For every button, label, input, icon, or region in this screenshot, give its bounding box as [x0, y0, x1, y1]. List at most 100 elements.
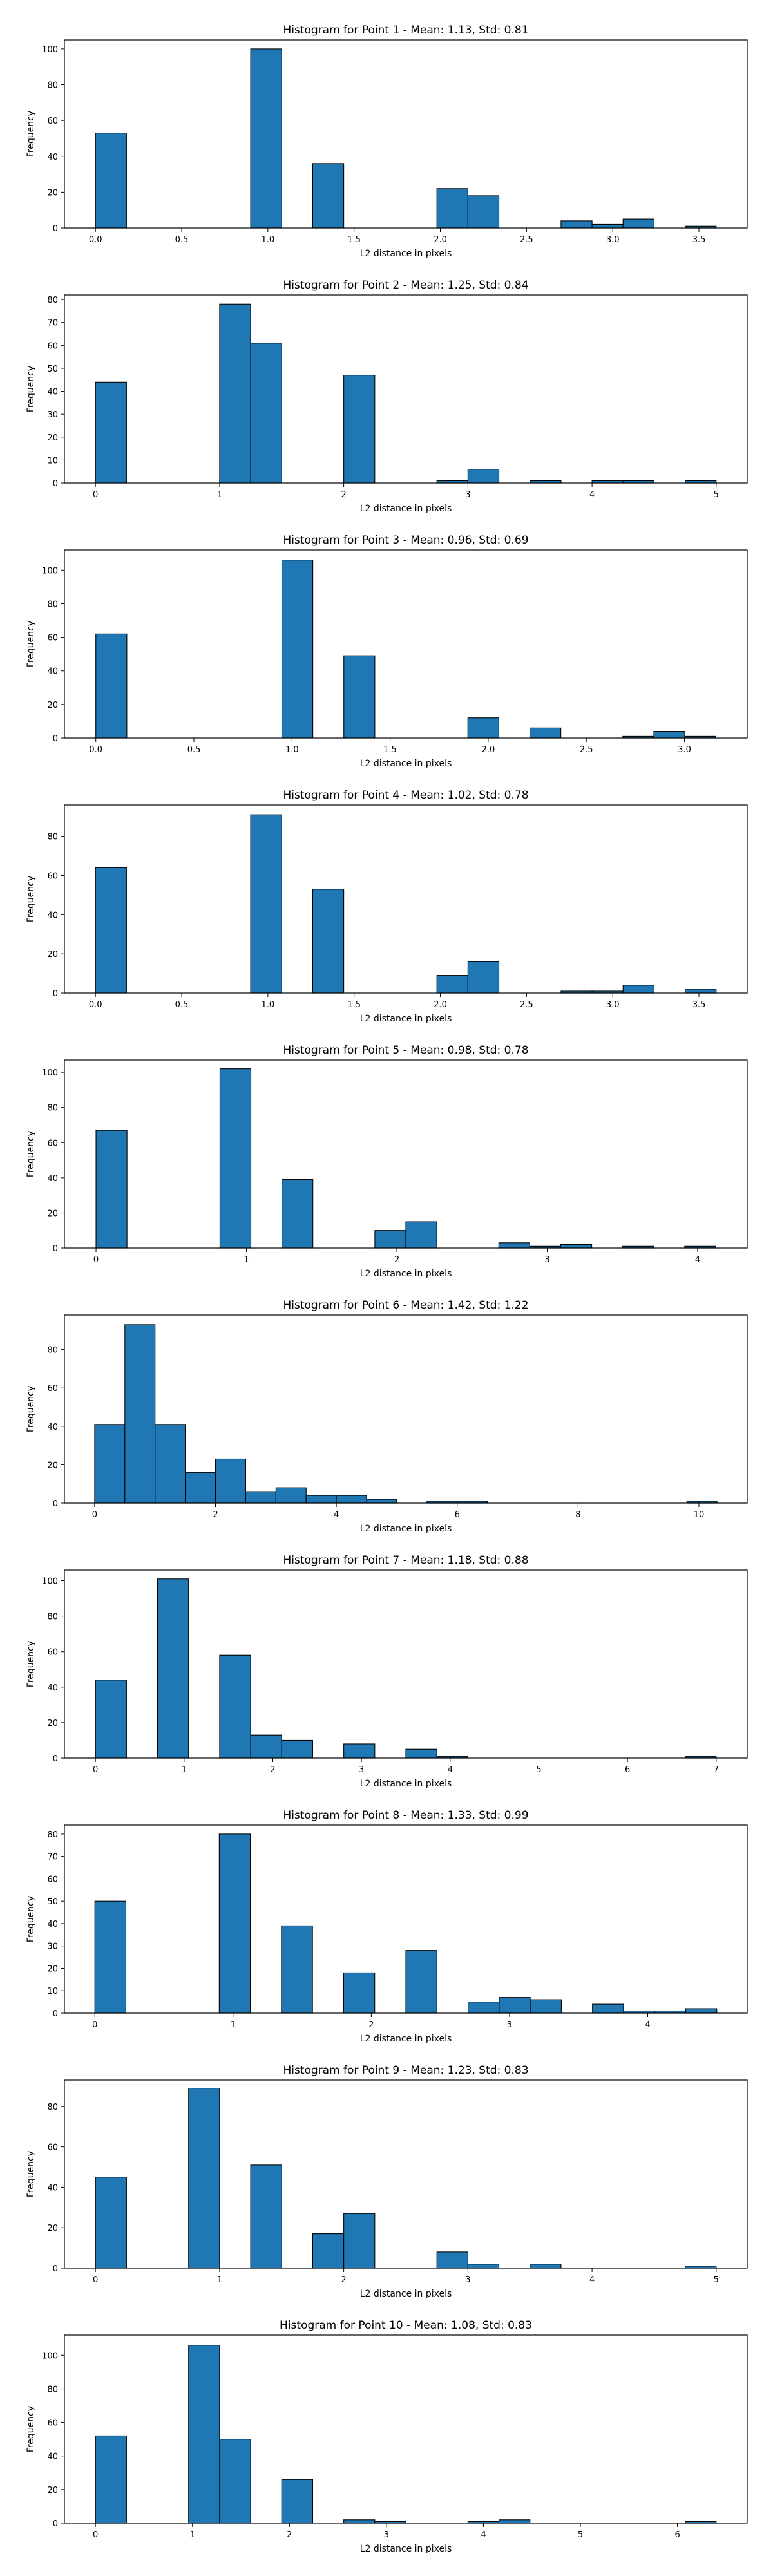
histogram-bar	[95, 2177, 127, 2269]
histogram-bar	[499, 1997, 531, 2014]
y-tick-label: 20	[47, 1461, 58, 1470]
x-tick-label: 1	[243, 1255, 249, 1265]
x-tick-label: 3.5	[692, 235, 706, 245]
histogram-panel-7: Histogram for Point 7 - Mean: 1.18, Std:…	[26, 1554, 748, 1789]
y-tick-label: 20	[47, 2486, 58, 2496]
histogram-bar	[281, 1739, 313, 1759]
x-tick-label: 4	[695, 1255, 700, 1265]
y-axis-label: Frequency	[26, 111, 36, 157]
histogram-panel-5: Histogram for Point 5 - Mean: 0.98, Std:…	[26, 1044, 748, 1279]
y-tick-label: 0	[53, 2009, 58, 2019]
histogram-bar	[467, 2264, 500, 2269]
x-tick-label: 2.0	[434, 1000, 447, 1010]
y-tick-label: 80	[47, 296, 58, 305]
y-tick-label: 80	[47, 1830, 58, 1840]
y-tick-label: 0	[53, 1754, 58, 1764]
x-axis-label: L2 distance in pixels	[360, 1014, 452, 1024]
x-tick-label: 3.0	[678, 745, 691, 755]
histogram-bar	[219, 1068, 252, 1249]
x-tick-label: 2	[368, 2020, 374, 2030]
axes-frame	[64, 1314, 748, 1504]
histogram-bar	[218, 1833, 251, 2014]
x-tick-label: 0.0	[89, 1000, 102, 1010]
x-axis-label: L2 distance in pixels	[360, 2544, 452, 2554]
x-tick-label: 4	[481, 2530, 486, 2540]
axes-frame	[64, 2334, 748, 2524]
y-tick-label: 50	[47, 365, 58, 374]
y-axis-label: Frequency	[26, 876, 36, 922]
y-tick-label: 20	[47, 433, 58, 443]
x-tick-label: 0.0	[89, 235, 102, 245]
histogram-bar	[343, 1972, 376, 2014]
histogram-bar	[405, 1221, 437, 1249]
x-tick-label: 8	[575, 1510, 580, 1520]
y-tick-label: 20	[47, 1719, 58, 1728]
histogram-bar	[436, 188, 468, 229]
x-tick-label: 5	[714, 2275, 719, 2285]
histogram-panel-6: Histogram for Point 6 - Mean: 1.42, Std:…	[26, 1299, 748, 1534]
y-tick-label: 40	[47, 667, 58, 677]
x-tick-label: 4	[589, 2275, 595, 2285]
y-axis-label: Frequency	[26, 621, 36, 667]
axes-frame	[64, 1569, 748, 1759]
x-axis-label: L2 distance in pixels	[360, 1269, 452, 1279]
y-tick-label: 40	[47, 1683, 58, 1693]
x-tick-label: 6	[674, 2530, 680, 2540]
histogram-bar	[405, 1950, 437, 2014]
histogram-bar	[591, 223, 624, 229]
y-tick-label: 40	[47, 153, 58, 162]
y-tick-label: 60	[47, 1875, 58, 1884]
histogram-bar	[530, 1999, 562, 2014]
histogram-bar	[685, 2008, 718, 2014]
y-tick-label: 0	[53, 2264, 58, 2274]
histogram-bar	[343, 2213, 376, 2269]
histogram-bar	[275, 1487, 307, 1504]
x-tick-label: 1	[231, 2020, 236, 2030]
histogram-panel-9: Histogram for Point 9 - Mean: 1.23, Std:…	[26, 2064, 748, 2299]
x-tick-label: 1	[182, 1765, 187, 1775]
histogram-bar	[281, 1925, 313, 2014]
y-tick-label: 60	[47, 1139, 58, 1148]
y-tick-label: 80	[47, 600, 58, 609]
x-tick-label: 2.0	[434, 235, 447, 245]
histogram-bar	[529, 727, 562, 739]
y-tick-label: 40	[47, 1174, 58, 1184]
axes-frame	[64, 549, 748, 739]
histogram-bar	[185, 1472, 216, 1504]
x-axis-label: L2 distance in pixels	[360, 1524, 452, 1534]
histogram-bar	[436, 2251, 468, 2269]
x-tick-label: 1.5	[347, 235, 361, 245]
y-tick-label: 0	[53, 989, 58, 999]
y-tick-label: 0	[53, 1244, 58, 1254]
y-tick-label: 60	[47, 634, 58, 643]
chart-title: Histogram for Point 4 - Mean: 1.02, Std:…	[283, 789, 528, 802]
histogram-bar	[685, 989, 717, 994]
y-tick-label: 100	[42, 1068, 58, 1078]
histogram-bar	[95, 1130, 128, 1249]
histogram-bar	[530, 2264, 562, 2269]
x-tick-label: 0	[93, 2530, 98, 2540]
y-tick-label: 40	[47, 388, 58, 397]
x-tick-label: 4	[448, 1765, 453, 1775]
x-tick-label: 1.5	[383, 745, 397, 755]
histogram-bar	[250, 48, 282, 229]
x-axis-label: L2 distance in pixels	[360, 249, 452, 259]
y-tick-label: 0	[53, 2519, 58, 2529]
x-tick-label: 2.5	[580, 745, 593, 755]
y-tick-label: 20	[47, 188, 58, 198]
x-axis-label: L2 distance in pixels	[360, 1779, 452, 1789]
y-tick-label: 50	[47, 1897, 58, 1907]
x-tick-label: 3	[507, 2020, 512, 2030]
x-tick-label: 7	[714, 1765, 719, 1775]
x-tick-label: 0.0	[89, 745, 102, 755]
histogram-bar	[467, 717, 499, 739]
histogram-bar	[653, 731, 685, 739]
x-tick-label: 1	[217, 2275, 222, 2285]
histogram-bar	[467, 469, 500, 484]
histogram-bar	[622, 985, 655, 994]
y-tick-label: 0	[53, 1499, 58, 1509]
histogram-bar	[366, 1499, 397, 1504]
chart-title: Histogram for Point 6 - Mean: 1.42, Std:…	[283, 1299, 528, 1312]
y-axis-label: Frequency	[26, 2151, 36, 2197]
